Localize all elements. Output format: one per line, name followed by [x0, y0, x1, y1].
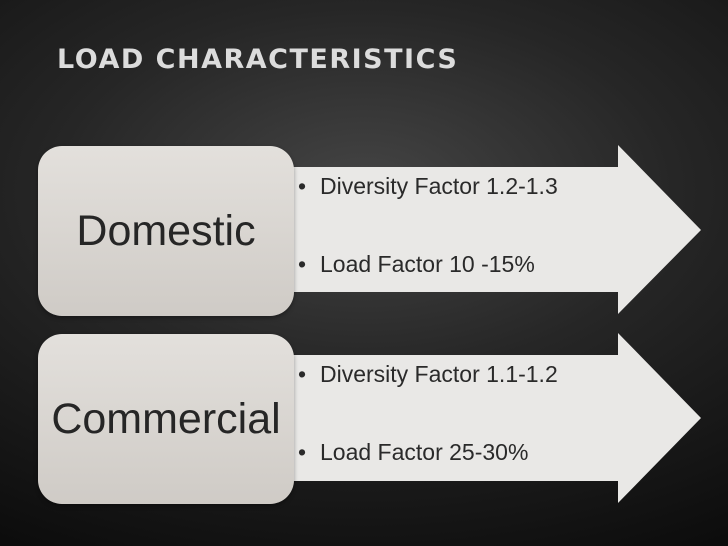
bullet-text: Diversity Factor 1.2-1.3 [320, 173, 558, 199]
arrow-shape-commercial [270, 333, 701, 503]
category-label-domestic: Domestic [76, 207, 256, 255]
bullet-item: • Diversity Factor 1.2-1.3 [298, 172, 558, 200]
category-box-commercial: Commercial [38, 334, 294, 504]
arrow-shape-domestic [270, 145, 701, 314]
category-box-domestic: Domestic [38, 146, 294, 316]
row-commercial: Commercial • Diversity Factor 1.1-1.2 • … [0, 330, 728, 508]
bullet-text: Load Factor 25-30% [320, 439, 529, 465]
row-domestic: Domestic • Diversity Factor 1.2-1.3 • Lo… [0, 140, 728, 320]
bullet-item: • Load Factor 10 -15% [298, 250, 535, 278]
bullet-item: • Load Factor 25-30% [298, 438, 528, 466]
bullet-item: • Diversity Factor 1.1-1.2 [298, 360, 558, 388]
bullet-icon: • [298, 173, 307, 199]
bullet-icon: • [298, 361, 307, 387]
bullet-text: Load Factor 10 -15% [320, 251, 535, 277]
bullet-icon: • [298, 439, 307, 465]
bullet-icon: • [298, 251, 307, 277]
category-label-commercial: Commercial [51, 395, 281, 443]
bullet-text: Diversity Factor 1.1-1.2 [320, 361, 558, 387]
slide-title: LOAD CHARACTERISTICS [57, 44, 459, 75]
